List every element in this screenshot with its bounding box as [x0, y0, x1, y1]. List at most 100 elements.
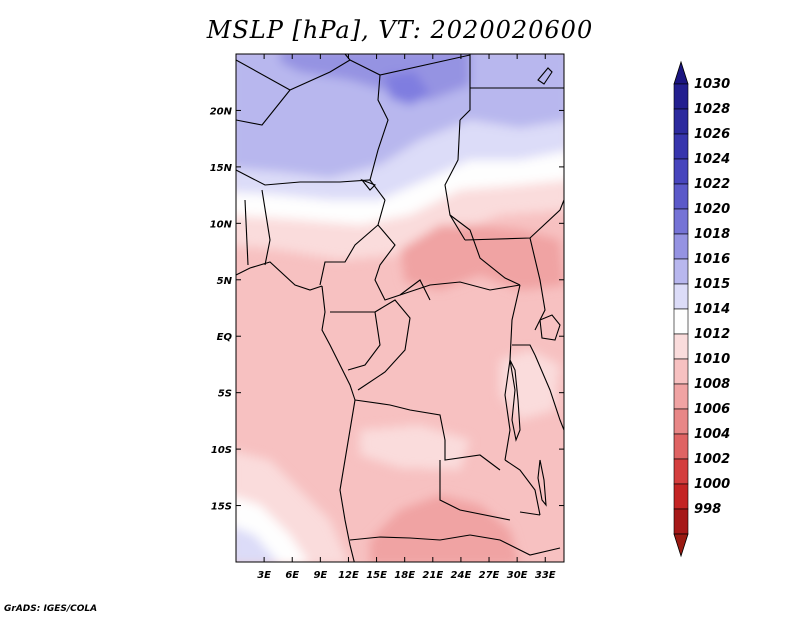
- colorbar-swatch: [673, 233, 689, 260]
- colorbar-swatch: [673, 158, 689, 185]
- colorbar-label: 1000: [694, 477, 730, 492]
- colorbar-label: 1028: [694, 102, 730, 117]
- field-1020-core: [385, 72, 430, 105]
- border-car-sudan: [449, 214, 521, 286]
- colorbar-label: 1002: [694, 452, 730, 467]
- border-benin: [261, 189, 271, 266]
- lat-tick-label: 15S: [211, 502, 232, 513]
- field-1014-band: [236, 151, 564, 225]
- border-car-drc: [399, 281, 521, 296]
- lon-tick-label: 12E: [338, 570, 359, 581]
- lake-victoria: [539, 314, 561, 341]
- border-togo: [244, 199, 249, 266]
- colorbar-swatch: [673, 258, 689, 285]
- colorbar-label: 1022: [694, 177, 730, 192]
- field-1008-low-central: [400, 225, 564, 290]
- colorbar-label: 998: [694, 502, 721, 517]
- colorbar-swatch: [673, 483, 689, 510]
- coast-angola: [339, 399, 356, 562]
- colorbar-swatch: [673, 108, 689, 135]
- colorbar-swatch: [673, 508, 689, 535]
- field-1016-band: [236, 120, 564, 200]
- colorbar-swatch: [673, 383, 689, 410]
- colorbar-label: 1008: [694, 377, 730, 392]
- colorbar-swatch: [673, 433, 689, 460]
- latitude-axis: 20N 15N 10N 5N EQ 5S 10S 15S: [210, 106, 564, 513]
- lon-tick-label: 15E: [366, 570, 387, 581]
- map-frame: [235, 53, 565, 563]
- field-1012-band: [236, 180, 564, 260]
- coast-red-sea: [537, 67, 553, 85]
- border-tanzania: [534, 354, 564, 431]
- border-drc-angola: [354, 399, 501, 471]
- lake-tanganyika: [509, 359, 521, 442]
- colorbar-swatch: [673, 458, 689, 485]
- colorbar-swatch: [673, 408, 689, 435]
- colorbar-swatch: [673, 133, 689, 160]
- colorbar-label: 1012: [694, 327, 730, 342]
- footer-credit: GrADS: IGES/COLA: [4, 604, 98, 614]
- border-libya-chad: [379, 54, 471, 121]
- lat-tick-label: EQ: [217, 332, 233, 343]
- border-zambia-malawi: [504, 459, 541, 516]
- field-1008-low-south: [370, 495, 520, 562]
- lake-chad: [360, 178, 376, 191]
- border-congo-drc: [357, 299, 411, 391]
- lon-tick-label: 33E: [535, 570, 556, 581]
- colorbar-swatch: [673, 358, 689, 385]
- colorbar-label: 1016: [694, 252, 730, 267]
- colorbar-label: 1014: [694, 302, 730, 317]
- lake-malawi: [537, 459, 547, 507]
- colorbar-label: 1020: [694, 202, 730, 217]
- colorbar-label: 1030: [694, 77, 730, 92]
- lon-tick-label: 3E: [257, 570, 271, 581]
- lon-tick-label: 18E: [394, 570, 415, 581]
- field-1012-patch-east: [500, 350, 560, 420]
- border-rwanda: [512, 344, 536, 356]
- colorbar-swatch: [673, 183, 689, 210]
- colorbar-label: 1024: [694, 152, 730, 167]
- border-drc-east: [504, 284, 521, 461]
- colorbar-label: 1018: [694, 227, 730, 242]
- colorbar-label: 1004: [694, 427, 730, 442]
- coast-gabon-congo: [321, 285, 356, 401]
- lon-tick-label: 6E: [285, 570, 299, 581]
- field-1018-band: [236, 54, 564, 178]
- border-libya-algeria: [349, 59, 389, 181]
- colorbar-label: 1015: [694, 277, 730, 292]
- lat-tick-label: 15N: [210, 163, 233, 174]
- field-1012-patch-centre: [360, 425, 470, 470]
- lon-tick-label: 27E: [479, 570, 500, 581]
- border-gabon: [330, 311, 381, 371]
- border-south-sudan: [464, 199, 564, 241]
- lat-tick-label: 20N: [210, 106, 233, 117]
- colorbar-swatch: [673, 208, 689, 235]
- lat-tick-label: 10S: [211, 445, 232, 456]
- border-namibia: [349, 534, 471, 541]
- lat-tick-label: 5S: [218, 389, 232, 400]
- border-cameroon-car: [374, 224, 431, 301]
- lon-tick-label: 30E: [507, 570, 528, 581]
- map-title: MSLP [hPa], VT: 2020020600: [206, 16, 594, 44]
- colorbar-swatch: [673, 333, 689, 360]
- coast-gulf-guinea: [236, 261, 323, 291]
- border-chad-sudan: [444, 119, 466, 241]
- longitude-axis: 3E 6E 9E 12E 15E 18E 21E 24E 27E 30E 33E: [257, 54, 556, 581]
- lat-tick-label: 5N: [217, 276, 233, 287]
- lon-tick-label: 24E: [451, 570, 472, 581]
- border-zimbabwe: [469, 534, 561, 556]
- border-niger-nigeria: [236, 169, 386, 201]
- colorbar-swatch: [673, 308, 689, 335]
- field-1016-southwest: [236, 527, 278, 562]
- border-angola-zambia: [439, 460, 511, 521]
- colorbar-bottom-cap: [673, 533, 689, 558]
- lat-tick-label: 10N: [210, 219, 233, 230]
- colorbar-top-cap: [673, 60, 689, 85]
- colorbar-swatch: [673, 283, 689, 310]
- border-mali-niger: [236, 89, 291, 126]
- border-nigeria-cameroon: [319, 199, 386, 286]
- colorbar-swatch: [673, 83, 689, 110]
- colorbar-label: 1006: [694, 402, 730, 417]
- lake-kariba: [519, 511, 541, 516]
